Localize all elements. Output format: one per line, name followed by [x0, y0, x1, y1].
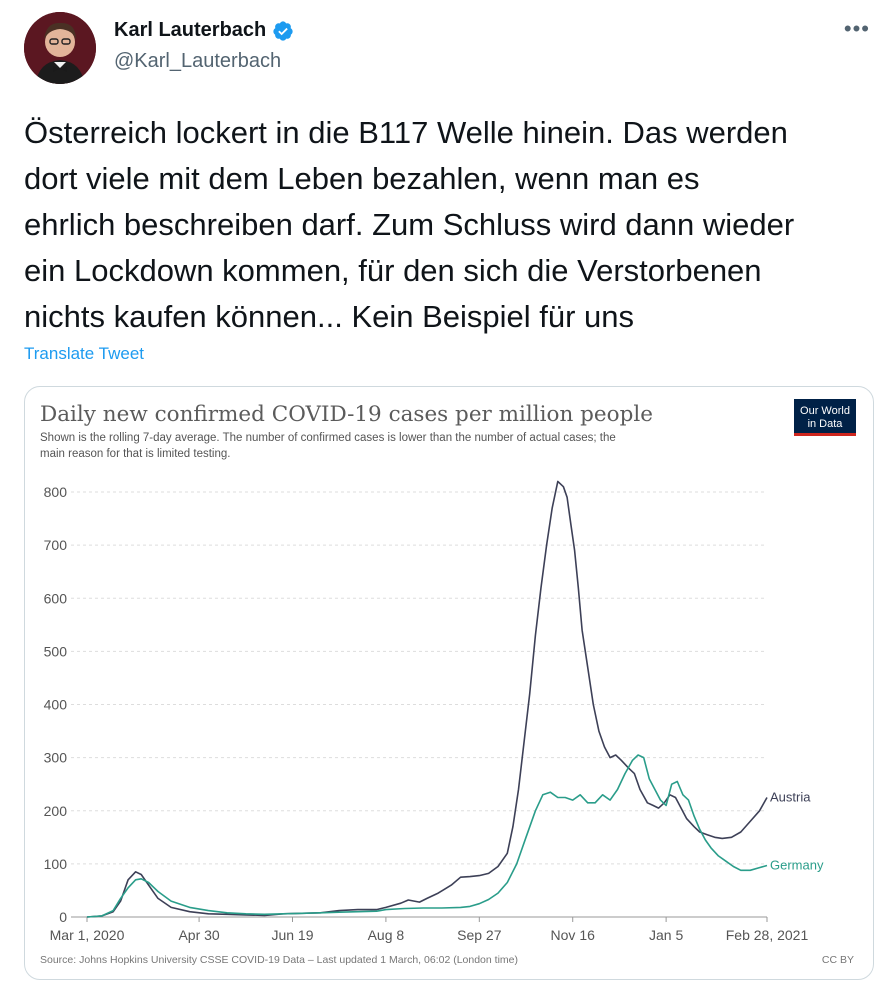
- verified-badge-icon: [273, 20, 293, 41]
- y-tick-label: 100: [44, 856, 68, 872]
- translate-tweet-link[interactable]: Translate Tweet: [24, 344, 145, 363]
- owid-logo: Our World in Data: [794, 399, 856, 436]
- chart-subtitle-line2: main reason for that is limited testing.: [40, 448, 230, 460]
- series-label-germany: Germany: [770, 857, 824, 872]
- y-tick-label: 800: [44, 484, 68, 500]
- x-tick-label: Apr 30: [178, 927, 219, 943]
- y-tick-label: 0: [59, 909, 67, 925]
- chart-card[interactable]: Daily new confirmed COVID-19 cases per m…: [24, 386, 874, 980]
- author-handle[interactable]: @Karl_Lauterbach: [114, 50, 282, 72]
- y-tick-label: 200: [44, 803, 68, 819]
- x-tick-label: Nov 16: [551, 927, 596, 943]
- more-options-icon[interactable]: •••: [843, 16, 870, 41]
- series-line-austria: [86, 480, 768, 918]
- tweet-text: Österreich lockert in die B117 Welle hin…: [24, 115, 795, 334]
- y-tick-label: 700: [44, 537, 68, 553]
- x-tick-label: Sep 27: [457, 927, 502, 943]
- x-tick-label: Mar 1, 2020: [50, 927, 125, 943]
- author-name[interactable]: Karl Lauterbach: [114, 19, 267, 41]
- x-tick-label: Aug 8: [368, 927, 405, 943]
- x-tick-label: Jun 19: [271, 927, 313, 943]
- x-tick-label: Jan 5: [649, 927, 683, 943]
- logo-line1: Our World: [800, 405, 850, 417]
- chart-license: CC BY: [822, 954, 854, 966]
- chart-title: Daily new confirmed COVID-19 cases per m…: [40, 402, 653, 427]
- y-tick-label: 400: [44, 697, 68, 713]
- covid-cases-chart: Daily new confirmed COVID-19 cases per m…: [40, 399, 856, 966]
- avatar[interactable]: [24, 12, 96, 84]
- y-tick-label: 600: [44, 590, 68, 606]
- avatar-portrait: [24, 12, 96, 84]
- y-tick-label: 300: [44, 750, 68, 766]
- chart-source: Source: Johns Hopkins University CSSE CO…: [40, 954, 518, 966]
- series-line-germany: [86, 754, 768, 918]
- series-label-austria: Austria: [770, 789, 811, 804]
- logo-line2: in Data: [808, 418, 844, 430]
- x-tick-label: Feb 28, 2021: [726, 927, 809, 943]
- y-tick-label: 500: [44, 643, 68, 659]
- chart-subtitle-line1: Shown is the rolling 7-day average. The …: [40, 432, 616, 444]
